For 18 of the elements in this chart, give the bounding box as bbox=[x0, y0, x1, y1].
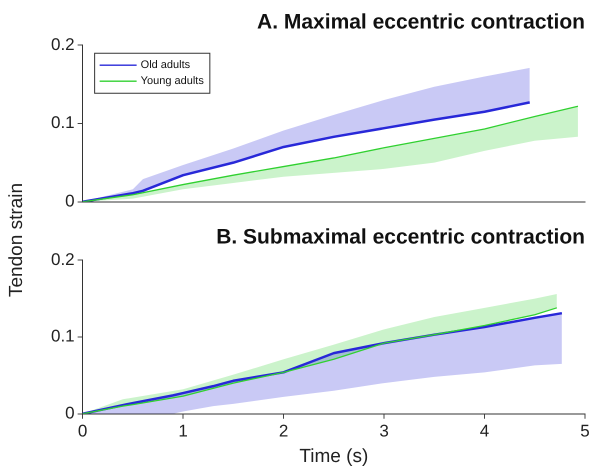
y-tick-label: 0.1 bbox=[50, 326, 75, 346]
y-tick-label: 0.1 bbox=[50, 113, 75, 132]
legend-label: Young adults bbox=[140, 75, 204, 88]
x-tick-label: 5 bbox=[580, 422, 590, 441]
y-tick-label: 0.2 bbox=[50, 250, 75, 269]
y-tick-label: 0.2 bbox=[50, 34, 75, 54]
x-tick-label: 2 bbox=[278, 422, 288, 441]
y-tick-label: 0 bbox=[65, 403, 75, 422]
chart-title: A. Maximal eccentric contraction bbox=[257, 10, 585, 34]
x-axis-title: Time (s) bbox=[299, 446, 368, 467]
chart-title: B. Submaximal eccentric contraction bbox=[216, 225, 585, 248]
y-axis-title: Tendon strain bbox=[6, 182, 28, 298]
x-tick-label: 4 bbox=[480, 422, 490, 441]
x-tick-label: 1 bbox=[178, 422, 188, 441]
y-tick-label: 0 bbox=[65, 191, 75, 210]
x-tick-label: 3 bbox=[379, 422, 389, 441]
x-tick-label: 0 bbox=[78, 422, 88, 441]
legend-label: Old adults bbox=[140, 59, 191, 72]
